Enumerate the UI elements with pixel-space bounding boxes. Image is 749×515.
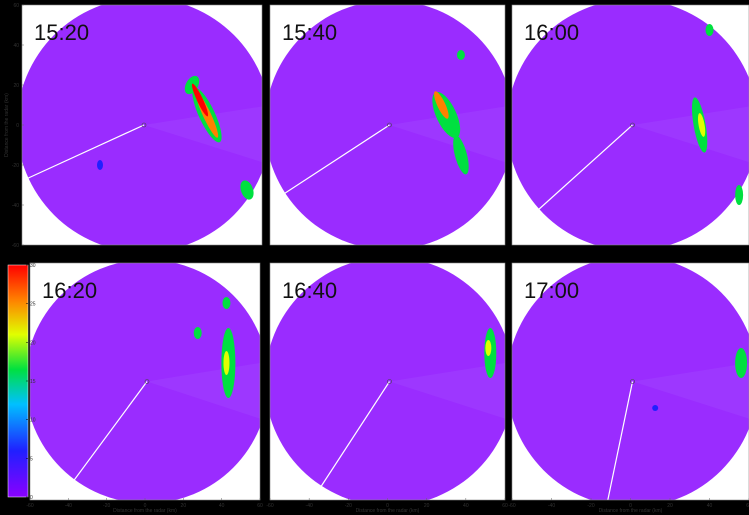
x-tick-label: 20 [667,503,673,509]
colorbar-tick-label: 5 [30,456,33,462]
x-tick-label: 20 [424,503,430,509]
y-tick-label: 20 [13,83,19,89]
x-tick-label: 60 [502,503,508,509]
y-tick-label: 40 [13,43,19,49]
page: 15:20 60 40 20 0 -20 -40 -60 Distance from the r… [0,0,749,515]
x-tick-label: -40 [548,503,555,509]
radar-panel: 15:20 60 40 20 0 -20 -40 -60 Distance from the r… [4,0,271,252]
radar-panel: 16:20 -60 -40 -20 0 20 40 60 Distance from the r… [25,260,269,514]
colorbar-tick-label: 10 [30,418,36,424]
time-label: 16:40 [282,278,337,303]
x-tick-label: 40 [219,503,225,509]
x-tick-label: -20 [345,503,352,509]
y-tick-label: -60 [12,243,19,249]
echo [457,50,465,60]
x-tick-label: -60 [508,503,515,509]
colorbar-tick-label: 20 [30,340,36,346]
echo [97,160,103,170]
colorbar-tick-label: 0 [30,495,33,501]
echo [706,24,714,36]
time-label: 17:00 [524,278,579,303]
echo [735,348,747,378]
echo [223,351,229,375]
x-tick-label: -20 [103,503,110,509]
time-label: 16:00 [524,20,579,45]
x-tick-label: -20 [587,503,594,509]
y-axis-label: Distance from the radar (km) [4,93,10,157]
x-axis-label: Distance from the radar (km) [113,508,177,514]
x-tick-label: -60 [26,503,33,509]
time-label: 16:20 [42,278,97,303]
x-tick-label: 60 [257,503,263,509]
echo [222,297,230,309]
colorbar-tick-label: 30 [30,263,36,269]
y-tick-label: 60 [13,3,19,9]
echo [652,405,658,411]
colorbar-tick-label: 15 [30,379,36,385]
colorbar [8,265,28,497]
figure: 15:20 60 40 20 0 -20 -40 -60 Distance from the r… [0,0,749,515]
x-tick-label: 40 [707,503,713,509]
y-tick-label: -40 [12,203,19,209]
time-label: 15:20 [34,20,89,45]
x-tick-label: 20 [181,503,187,509]
y-tick-label: -20 [12,163,19,169]
echo [194,327,202,339]
x-tick-label: -60 [266,503,273,509]
radar-panel: 15:40 [265,0,514,249]
y-tick-label: 0 [16,123,19,129]
echo [735,185,743,205]
x-tick-label: 40 [463,503,469,509]
echo [485,340,491,356]
colorbar-tick-label: 25 [30,302,36,308]
x-tick-label: -40 [306,503,313,509]
time-label: 15:40 [282,20,337,45]
x-axis-label: Distance from the radar (km) [356,508,420,514]
x-axis-label: Distance from the radar (km) [599,508,663,514]
x-tick-label: -40 [65,503,72,509]
radar-panel: 16:00 [507,0,749,251]
